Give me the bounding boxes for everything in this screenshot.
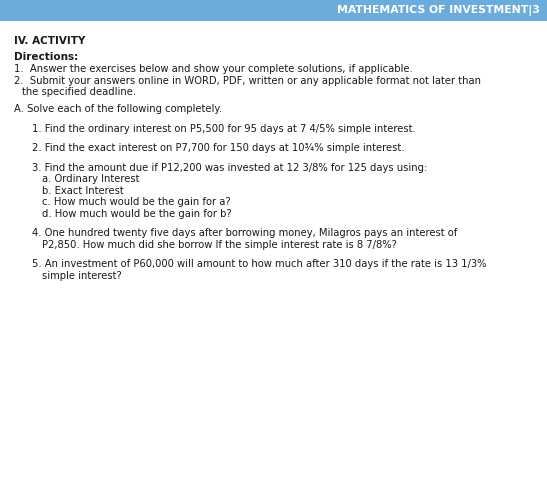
Text: simple interest?: simple interest? [42,270,122,280]
Text: P2,850. How much did she borrow If the simple interest rate is 8 7/8%?: P2,850. How much did she borrow If the s… [42,240,397,250]
Text: a. Ordinary Interest: a. Ordinary Interest [42,174,139,184]
Text: 2. Find the exact interest on P7,700 for 150 days at 10¾% simple interest.: 2. Find the exact interest on P7,700 for… [32,143,404,153]
Text: the specified deadline.: the specified deadline. [22,87,136,97]
Text: 5. An investment of P60,000 will amount to how much after 310 days if the rate i: 5. An investment of P60,000 will amount … [32,259,486,269]
Bar [0,0,547,22]
Text: 2.  Submit your answers online in WORD, PDF, written or any applicable format no: 2. Submit your answers online in WORD, P… [14,75,481,85]
Text: 3. Find the amount due if P12,200 was invested at 12 3/8% for 125 days using:: 3. Find the amount due if P12,200 was in… [32,163,427,173]
Text: MATHEMATICS OF INVESTMENT|3: MATHEMATICS OF INVESTMENT|3 [337,5,540,16]
Text: b. Exact Interest: b. Exact Interest [42,186,124,195]
Text: 4. One hundred twenty five days after borrowing money, Milagros pays an interest: 4. One hundred twenty five days after bo… [32,228,457,238]
Text: A. Solve each of the following completely.: A. Solve each of the following completel… [14,104,222,114]
Text: d. How much would be the gain for b?: d. How much would be the gain for b? [42,209,231,218]
Text: c. How much would be the gain for a?: c. How much would be the gain for a? [42,197,231,207]
Text: 1.  Answer the exercises below and show your complete solutions, if applicable.: 1. Answer the exercises below and show y… [14,64,413,74]
Text: Directions:: Directions: [14,52,78,62]
Text: IV. ACTIVITY: IV. ACTIVITY [14,36,85,46]
Text: 1. Find the ordinary interest on P5,500 for 95 days at 7 4/5% simple interest.: 1. Find the ordinary interest on P5,500 … [32,124,416,134]
